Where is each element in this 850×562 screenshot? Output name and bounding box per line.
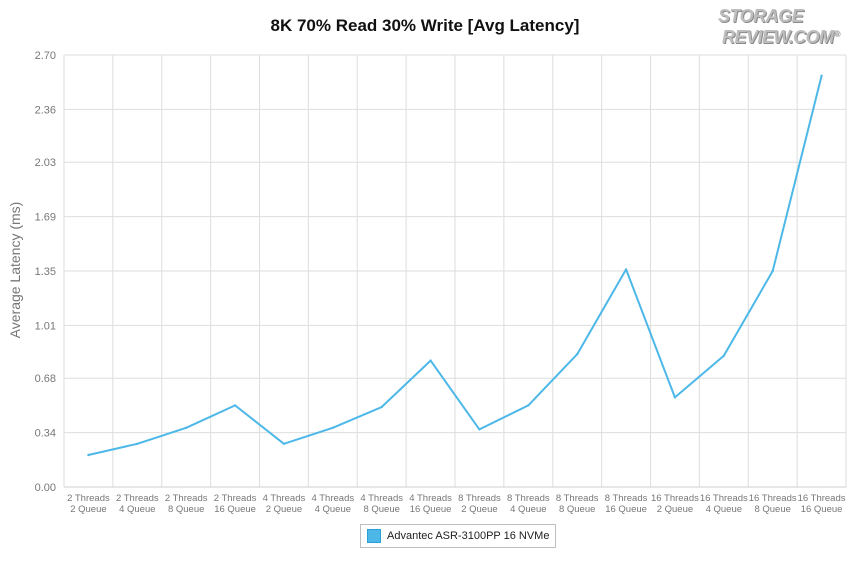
x-tick-label: 4 Queue: [315, 504, 351, 515]
x-tick-label: 2 Queue: [70, 504, 106, 515]
y-tick-label: 1.01: [35, 320, 56, 332]
y-tick-label: 1.69: [35, 212, 56, 224]
x-tick-label: 8 Queue: [559, 504, 595, 515]
y-tick-label: 2.70: [35, 50, 56, 62]
x-tick-label: 4 Queue: [510, 504, 546, 515]
y-tick-label: 2.03: [35, 157, 56, 169]
data-point: [429, 359, 432, 362]
grid-layer: [63, 54, 847, 488]
x-tick-label: 8 Threads: [458, 493, 501, 504]
data-point: [184, 426, 188, 429]
x-tick-label: 2 Queue: [657, 504, 693, 515]
chart-title: 8K 70% Read 30% Write [Avg Latency]: [270, 16, 580, 35]
data-point: [87, 453, 90, 457]
x-tick-label: 8 Queue: [168, 504, 204, 515]
series-line: [88, 75, 823, 456]
y-axis-label: Average Latency (ms): [7, 202, 23, 339]
data-point: [527, 404, 530, 407]
x-tick-label: 2 Queue: [266, 504, 302, 515]
y-tick-label: 2.36: [35, 104, 56, 116]
x-tick-label: 16 Threads: [798, 493, 846, 504]
data-point: [624, 268, 628, 271]
y-tick-label: 0.68: [35, 373, 56, 385]
x-tick-label: 4 Threads: [263, 493, 306, 504]
data-point: [673, 396, 677, 399]
x-tick-label: 16 Threads: [651, 493, 699, 504]
x-tick-label: 16 Queue: [410, 504, 452, 515]
data-point: [282, 442, 286, 445]
x-tick-label: 4 Threads: [360, 493, 403, 504]
y-tick-label: 1.35: [35, 266, 56, 278]
x-tick-label: 4 Queue: [706, 504, 742, 515]
x-tick-label: 16 Threads: [749, 493, 797, 504]
x-tick-label: 4 Queue: [119, 504, 155, 515]
x-tick-label: 2 Threads: [116, 493, 159, 504]
x-tick-label: 8 Queue: [363, 504, 399, 515]
logo-line-1: STORAGE: [718, 6, 804, 26]
data-point: [136, 442, 139, 445]
data-point: [478, 428, 481, 431]
x-tick-label: 8 Queue: [754, 504, 790, 515]
x-tick-label: 2 Threads: [165, 493, 208, 504]
y-axis-ticks: 0.00 0.34 0.68 1.01 1.35 1.69 2.03 2.36 2.70: [35, 50, 56, 494]
x-tick-label: 8 Threads: [507, 493, 550, 504]
x-tick-label: 16 Threads: [700, 493, 748, 504]
x-tick-label: 2 Threads: [67, 493, 110, 504]
x-tick-label: 4 Threads: [409, 493, 452, 504]
x-tick-label: 16 Queue: [801, 504, 843, 515]
data-point: [233, 404, 237, 407]
y-tick-label: 0.34: [35, 428, 56, 440]
legend[interactable]: Advantec ASR-3100PP 16 NVMe: [360, 524, 557, 548]
x-tick-label: 2 Queue: [461, 504, 497, 515]
x-tick-label: 16 Queue: [605, 504, 647, 515]
data-point: [722, 354, 726, 357]
legend-label: Advantec ASR-3100PP 16 NVMe: [387, 530, 550, 542]
series-layer: [87, 74, 823, 457]
x-tick-label: 2 Threads: [214, 493, 257, 504]
legend-swatch: [367, 529, 381, 543]
x-tick-label: 8 Threads: [556, 493, 599, 504]
data-point: [380, 405, 383, 409]
logo-line-2: REVIEW.COM®: [722, 27, 840, 47]
data-point: [575, 353, 579, 356]
y-tick-label: 0.00: [35, 482, 56, 494]
x-tick-label: 16 Queue: [214, 504, 256, 515]
data-point: [771, 269, 774, 273]
x-tick-label: 8 Threads: [605, 493, 648, 504]
data-point: [820, 74, 823, 78]
storagereview-logo: STORAGE REVIEW.COM®: [718, 6, 840, 48]
x-tick-label: 4 Threads: [312, 493, 355, 504]
data-point: [331, 426, 335, 429]
